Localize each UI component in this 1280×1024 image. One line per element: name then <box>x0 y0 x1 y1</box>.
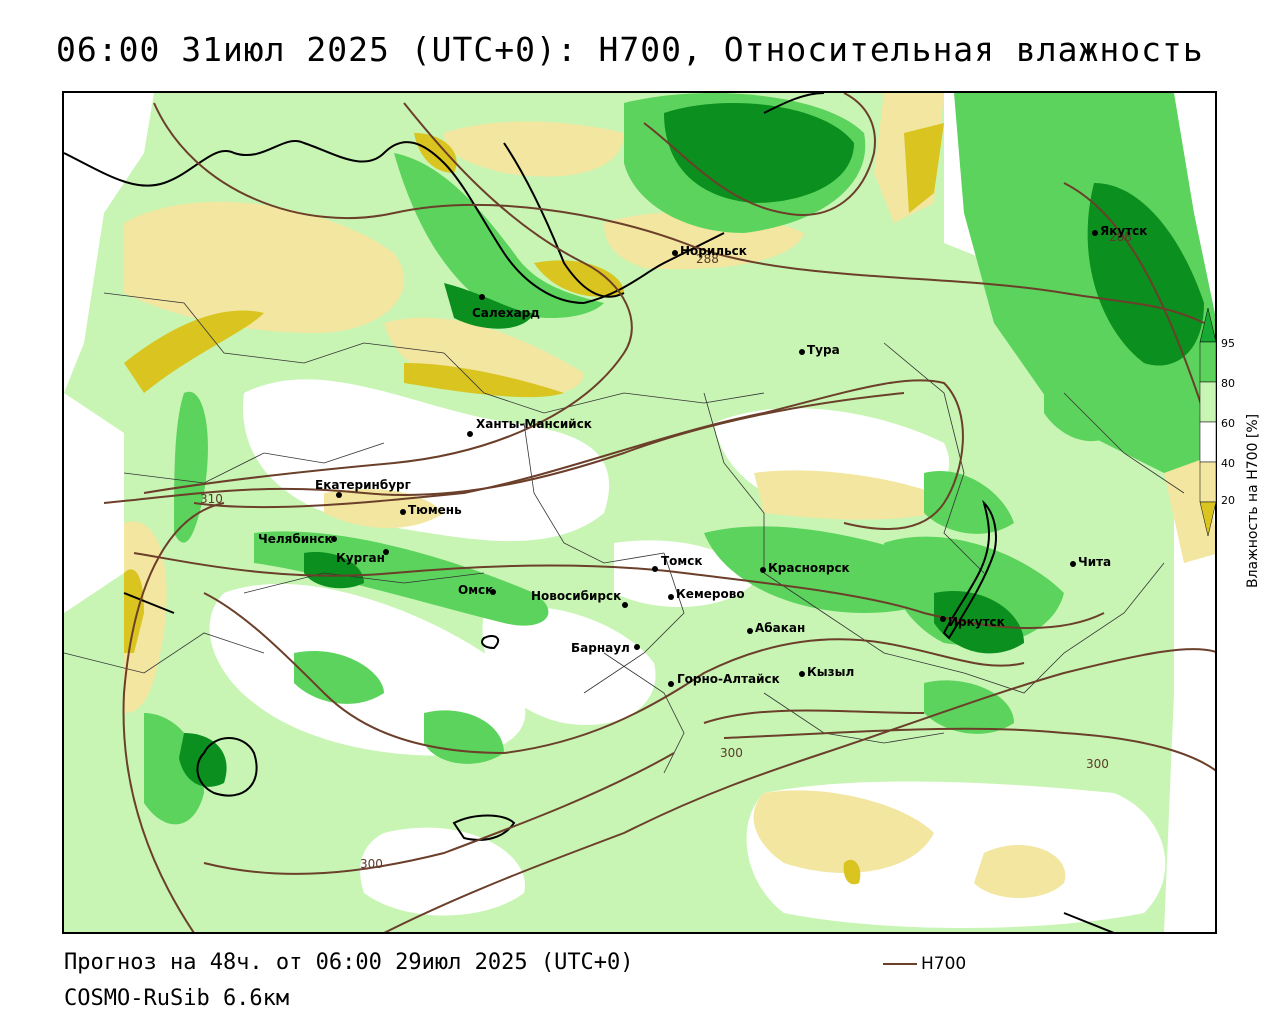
contour-label: 288 <box>1109 230 1132 244</box>
city-markers: Норильск Якутск Салехард Тура Ханты-Манс… <box>258 224 1147 687</box>
city-dot-khanty-mansiysk <box>467 431 473 437</box>
humidity-colorbar <box>1199 307 1217 537</box>
city-dot-omsk <box>490 589 496 595</box>
city-dot-barnaul <box>634 644 640 650</box>
city-label-tyumen: Тюмень <box>408 503 462 517</box>
city-label-omsk: Омск <box>458 583 493 597</box>
city-label-yekaterinburg: Екатеринбург <box>315 478 411 492</box>
model-name: COSMO-RuSib 6.6км <box>64 986 290 1011</box>
dry-areas <box>124 93 1215 898</box>
contour-label: 300 <box>1086 757 1109 771</box>
city-label-chita: Чита <box>1078 555 1111 569</box>
contour-legend: H700 <box>883 954 966 974</box>
city-label-norilsk: Норильск <box>680 244 747 258</box>
city-dot-yakutsk <box>1092 230 1098 236</box>
city-dot-irkutsk <box>940 616 946 622</box>
colorbar-segment <box>1199 341 1217 383</box>
city-dot-tyumen <box>400 509 406 515</box>
humidity-map: 288 288 310 300 300 300 Норильск Якутск … <box>64 93 1215 932</box>
colorbar-tick: 40 <box>1221 457 1235 470</box>
colorbar-segment <box>1199 461 1217 503</box>
city-label-kyzyl: Кызыл <box>807 665 854 679</box>
contour-label: 288 <box>696 252 719 266</box>
city-dot-kurgan <box>383 549 389 555</box>
colorbar-segment <box>1199 421 1217 463</box>
city-dot-norilsk <box>672 250 678 256</box>
forecast-info: Прогноз на 48ч. от 06:00 29июл 2025 (UTC… <box>64 950 634 975</box>
coastlines <box>64 93 1115 932</box>
city-dot-kyzyl <box>799 671 805 677</box>
colorbar-top-arrow <box>1199 307 1217 343</box>
contour-label: 300 <box>720 746 743 760</box>
city-label-krasnoyarsk: Красноярск <box>768 561 850 575</box>
city-dot-chelyabinsk <box>331 536 337 542</box>
map-area: 288 288 310 300 300 300 Норильск Якутск … <box>62 91 1217 934</box>
contour-label: 310 <box>200 492 223 506</box>
city-label-chelyabinsk: Челябинск <box>258 532 333 546</box>
colorbar-segment <box>1199 381 1217 423</box>
city-label-tomsk: Томск <box>661 554 703 568</box>
city-label-abakan: Абакан <box>755 621 805 635</box>
colorbar-tick: 80 <box>1221 377 1235 390</box>
city-dot-yekaterinburg <box>336 492 342 498</box>
colorbar-tick: 95 <box>1221 337 1235 350</box>
city-label-khanty-mansiysk: Ханты-Мансийск <box>476 417 592 431</box>
city-dot-salekhard <box>479 294 485 300</box>
city-label-tura: Тура <box>807 343 840 357</box>
contour-legend-label: H700 <box>921 954 967 974</box>
contour-labels: 288 288 310 300 300 300 <box>200 230 1132 871</box>
city-label-irkutsk: Иркутск <box>948 615 1005 629</box>
very-dry-areas <box>124 123 944 885</box>
colorbar-tick: 20 <box>1221 494 1235 507</box>
city-dot-chita <box>1070 561 1076 567</box>
city-dot-krasnoyarsk <box>760 567 766 573</box>
city-label-gorno-altaysk: Горно-Алтайск <box>677 672 780 686</box>
colorbar-bottom-arrow <box>1199 501 1217 537</box>
city-label-kurgan: Курган <box>336 551 385 565</box>
contour-legend-line <box>883 963 917 965</box>
city-dot-tomsk <box>652 566 658 572</box>
city-label-novosibirsk: Новосибирск <box>531 589 621 603</box>
city-dot-tura <box>799 349 805 355</box>
colorbar-title: Влажность на H700 [%] <box>1245 413 1261 588</box>
h700-contours <box>103 93 1215 932</box>
city-label-yakutsk: Якутск <box>1100 224 1147 238</box>
colorbar-tick: 60 <box>1221 417 1235 430</box>
city-dot-novosibirsk <box>622 602 628 608</box>
city-dot-abakan <box>747 628 753 634</box>
city-label-kemerovo: Кемерово <box>676 587 745 601</box>
city-dot-kemerovo <box>668 594 674 600</box>
contour-label: 300 <box>360 857 383 871</box>
city-label-salekhard: Салехард <box>472 306 540 320</box>
city-dot-gorno-altaysk <box>668 681 674 687</box>
map-title: 06:00 31июл 2025 (UTC+0): H700, Относите… <box>56 30 1204 69</box>
city-label-barnaul: Барнаул <box>571 641 630 655</box>
